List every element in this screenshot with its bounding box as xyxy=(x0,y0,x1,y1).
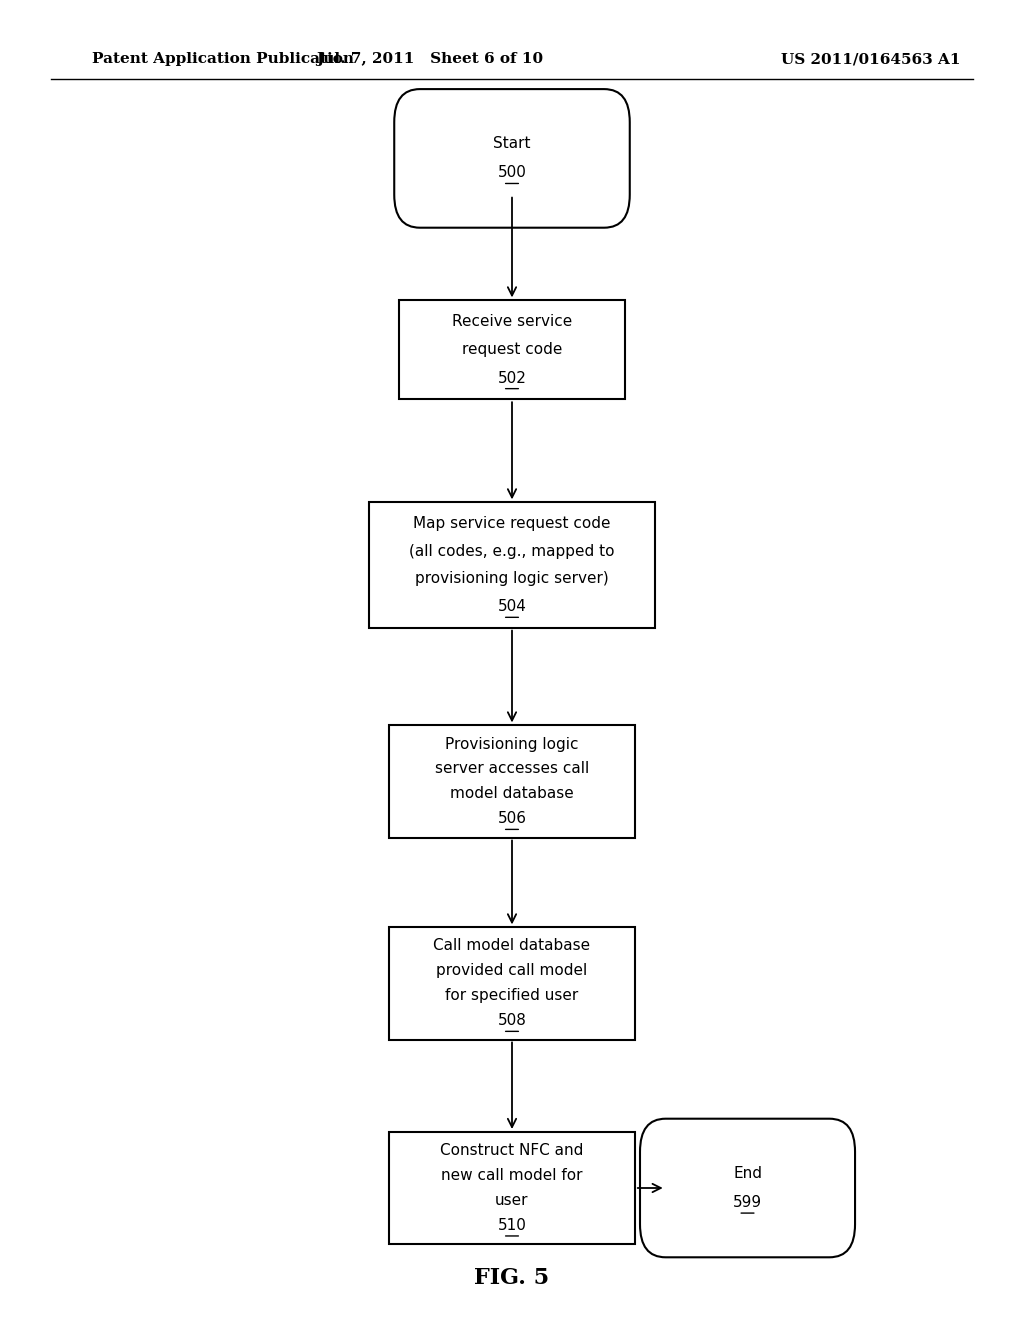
Text: request code: request code xyxy=(462,342,562,358)
Text: 508: 508 xyxy=(498,1014,526,1028)
Text: provisioning logic server): provisioning logic server) xyxy=(415,572,609,586)
Text: Patent Application Publication: Patent Application Publication xyxy=(92,53,354,66)
FancyBboxPatch shape xyxy=(394,88,630,227)
Bar xyxy=(389,726,635,838)
Bar xyxy=(369,503,655,628)
Text: for specified user: for specified user xyxy=(445,989,579,1003)
Text: Provisioning logic: Provisioning logic xyxy=(445,737,579,751)
Text: provided call model: provided call model xyxy=(436,964,588,978)
Bar xyxy=(389,927,635,1040)
Text: (all codes, e.g., mapped to: (all codes, e.g., mapped to xyxy=(410,544,614,558)
Text: Call model database: Call model database xyxy=(433,939,591,953)
Bar xyxy=(389,1131,635,1243)
Text: 504: 504 xyxy=(498,599,526,614)
Text: FIG. 5: FIG. 5 xyxy=(474,1267,550,1288)
Text: new call model for: new call model for xyxy=(441,1168,583,1183)
Text: 510: 510 xyxy=(498,1218,526,1233)
Bar xyxy=(399,300,625,399)
Text: US 2011/0164563 A1: US 2011/0164563 A1 xyxy=(780,53,961,66)
Text: Map service request code: Map service request code xyxy=(414,516,610,531)
FancyBboxPatch shape xyxy=(640,1118,855,1257)
Text: Start: Start xyxy=(494,136,530,152)
Text: 506: 506 xyxy=(498,812,526,826)
Text: Jul. 7, 2011   Sheet 6 of 10: Jul. 7, 2011 Sheet 6 of 10 xyxy=(316,53,544,66)
Text: 500: 500 xyxy=(498,165,526,181)
Text: Receive service: Receive service xyxy=(452,314,572,329)
Text: server accesses call: server accesses call xyxy=(435,762,589,776)
Text: user: user xyxy=(496,1193,528,1208)
Text: model database: model database xyxy=(451,787,573,801)
Text: End: End xyxy=(733,1166,762,1181)
Text: 502: 502 xyxy=(498,371,526,385)
Text: 599: 599 xyxy=(733,1195,762,1210)
Text: Construct NFC and: Construct NFC and xyxy=(440,1143,584,1158)
